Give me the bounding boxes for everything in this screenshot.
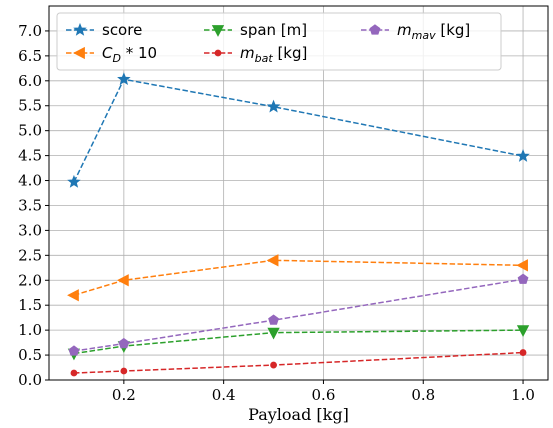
y-tick-label: 2.0 [18, 271, 42, 289]
legend-marker [73, 46, 85, 60]
plot-area-frame [48, 5, 549, 381]
legend-label-part: * 10 [121, 44, 157, 62]
y-tick-label: 1.5 [18, 296, 42, 314]
legend-label-mmav: mmav [kg] [397, 21, 470, 42]
data-point-cd [266, 254, 279, 267]
legend-item-score: score [66, 21, 142, 39]
data-point-cd [67, 289, 79, 302]
x-tick-label: 0.2 [112, 386, 136, 404]
data-point-mbat [70, 369, 78, 377]
data-point-span [267, 327, 280, 340]
data-point-score [117, 72, 131, 86]
legend-marker [73, 22, 87, 36]
series-cd [67, 254, 528, 302]
legend-marker [211, 25, 225, 37]
series-line-score [73, 78, 524, 183]
legend-label-part: score [102, 21, 142, 39]
legend-label-part: m [240, 44, 255, 62]
legend-item-cd: CD * 10 [66, 44, 157, 65]
legend-marker [369, 24, 381, 35]
legend-item-mmav: mmav [kg] [361, 21, 470, 42]
legend-label-part: C [102, 44, 113, 62]
x-tick-label: 0.6 [312, 386, 336, 404]
data-point-span [516, 325, 530, 337]
legend-marker [214, 49, 222, 57]
x-tick-label: 1.0 [511, 386, 535, 404]
data-point-mbat [120, 367, 128, 375]
series-score [67, 72, 530, 188]
y-tick-label: 3.5 [18, 196, 42, 214]
series-mbat [70, 349, 527, 377]
data-point-mmav [268, 314, 279, 325]
legend-label-span: span [m] [240, 21, 307, 39]
y-tick-label: 2.5 [18, 246, 42, 264]
series-mmav [68, 273, 529, 356]
y-tick-label: 4.0 [18, 172, 42, 190]
series-line-mmav [73, 278, 524, 352]
data-point-score [516, 149, 530, 162]
y-tick-label: 6.0 [18, 72, 42, 90]
axis-ticks: 0.2 0.4 0.6 0.8 1.0 0.0 0.5 1.0 1.5 2.0 2.5 3.0 3.5 4… [18, 22, 535, 404]
legend-item-span: span [m] [204, 21, 307, 39]
legend-label-part: [kg] [436, 21, 471, 39]
data-point-score [67, 174, 81, 188]
data-point-cd [516, 259, 528, 272]
data-point-mmav [517, 273, 529, 284]
legend-label-part: m [397, 21, 412, 39]
legend-label-part: span [m] [240, 21, 307, 39]
data-point-cd [116, 274, 129, 287]
legend-label-part: [kg] [273, 44, 308, 62]
legend-label-part: D [112, 52, 120, 65]
series-layer [67, 72, 530, 377]
y-tick-label: 4.5 [18, 147, 42, 165]
legend-label-mbat: mbat [kg] [240, 44, 307, 65]
y-tick-label: 7.0 [18, 22, 42, 40]
x-axis-title: Payload [kg] [248, 405, 349, 424]
series-line-span [73, 329, 524, 355]
series-line-mbat [73, 351, 524, 374]
legend-label-part: bat [255, 52, 274, 65]
y-tick-label: 0.5 [18, 346, 42, 364]
y-tick-label: 1.0 [18, 321, 42, 339]
series-span [67, 325, 530, 361]
data-point-mmav [68, 345, 80, 356]
data-point-mbat [270, 361, 277, 369]
legend-label-part: mav [412, 29, 436, 42]
legend-box [56, 12, 502, 71]
legend-label-score: score [102, 21, 142, 39]
y-tick-label: 3.0 [18, 221, 42, 239]
y-tick-label: 6.5 [18, 47, 42, 65]
x-tick-label: 0.8 [411, 386, 435, 404]
y-tick-label: 5.5 [18, 97, 42, 115]
data-point-mbat [519, 349, 527, 356]
y-tick-label: 5.0 [18, 122, 42, 140]
data-point-mmav [118, 337, 130, 349]
legend-label-cd: CD * 10 [102, 44, 157, 65]
series-line-cd [73, 259, 524, 296]
legend-item-mbat: mbat [kg] [204, 44, 307, 65]
data-point-score [266, 99, 281, 113]
x-tick-label: 0.4 [212, 386, 236, 404]
y-tick-label: 0.0 [18, 371, 42, 389]
